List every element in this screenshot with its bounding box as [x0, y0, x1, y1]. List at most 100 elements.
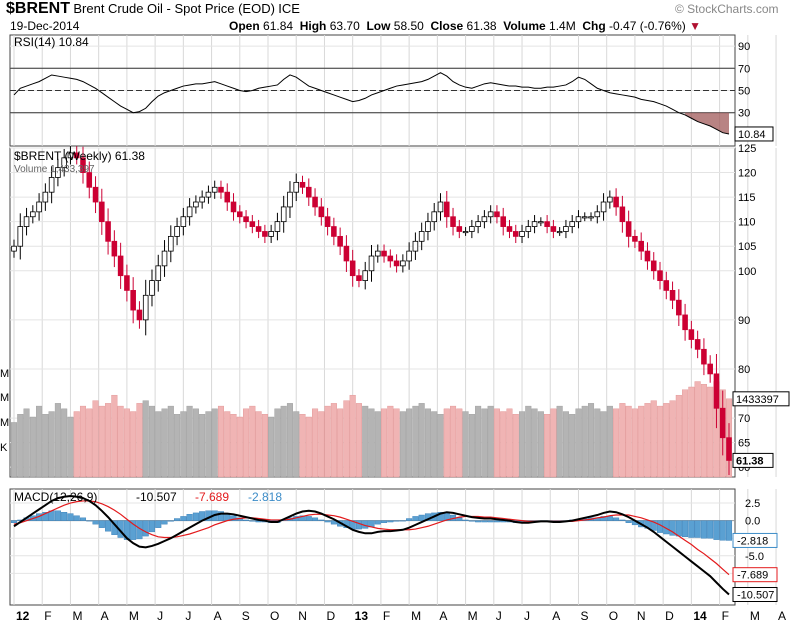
candle-body: [632, 235, 638, 242]
macd-histogram-bar: [98, 520, 105, 528]
candle-body: [193, 201, 199, 208]
candle-body: [287, 191, 293, 208]
candle-body: [30, 211, 36, 218]
candle-body: [124, 275, 130, 291]
macd-histogram-bar: [456, 517, 463, 521]
candle-body: [86, 172, 93, 188]
volume-bar: [656, 405, 664, 478]
candle-body: [274, 221, 281, 232]
macd-histogram-bar: [155, 520, 162, 528]
candle-body: [343, 245, 350, 262]
candle-body: [669, 290, 676, 301]
candle-body: [512, 231, 519, 237]
volume-bar: [155, 411, 162, 478]
macd-histogram-bar: [688, 520, 695, 538]
macd-histogram-bar: [613, 517, 620, 521]
volume-bar: [399, 411, 406, 478]
volume-bar: [148, 405, 156, 478]
volume-bar: [619, 403, 626, 478]
macd-histogram-bar: [475, 520, 482, 523]
candle-body: [99, 201, 105, 223]
macd-histogram-bar: [324, 520, 331, 523]
rsi-tick-label: 50: [738, 86, 750, 98]
macd-histogram-bar: [192, 512, 199, 521]
x-tick-label: A: [214, 609, 222, 623]
candle-body: [400, 260, 406, 267]
candle-body: [381, 250, 387, 257]
x-tick-label: S: [580, 609, 588, 623]
x-tick-label: S: [242, 609, 250, 623]
x-tick-label: 12: [16, 609, 30, 623]
candle-body: [613, 196, 619, 208]
candle-body: [650, 260, 657, 272]
volume-bar: [493, 408, 500, 478]
volume-value: 1.4M: [549, 19, 576, 33]
candle-body: [318, 206, 325, 218]
low-value: 58.50: [393, 19, 424, 33]
volume-bar: [669, 400, 676, 478]
volume-bar: [462, 411, 469, 478]
macd-histogram-bar: [619, 519, 626, 521]
candle-body: [644, 250, 651, 262]
volume-bar: [136, 403, 143, 478]
volume-bar: [224, 411, 231, 478]
candle-body: [475, 221, 481, 227]
close-value: 61.38: [466, 19, 497, 33]
macd-histogram-bar: [381, 520, 388, 523]
volume-axis-label: M: [0, 417, 9, 429]
price-tick-label: 105: [738, 241, 756, 253]
symbol-title: $BRENT Brent Crude Oil - Spot Price (EOD…: [6, 0, 300, 18]
rsi-tick-label: 70: [738, 63, 750, 75]
volume-bar: [61, 408, 68, 478]
volume-bar: [286, 403, 293, 478]
price-tick-label: 65: [738, 438, 750, 450]
candle-body: [374, 250, 381, 257]
candle-body: [368, 255, 375, 272]
high-label: High: [299, 19, 327, 33]
volume-bar: [468, 414, 475, 478]
candle-body: [142, 294, 149, 321]
volume-bar: [556, 405, 563, 478]
candle-body: [111, 240, 118, 257]
candle-body: [500, 216, 506, 227]
x-tick-label: M: [411, 609, 421, 623]
candle-body: [726, 437, 732, 461]
candle-body: [349, 260, 356, 277]
candle-body: [563, 226, 569, 232]
x-tick-label: J: [157, 609, 163, 623]
candle-body: [362, 270, 369, 281]
x-tick-label: N: [298, 609, 307, 623]
macd-histogram-bar: [707, 520, 714, 539]
candle-body: [481, 216, 488, 223]
macd-histogram-bar: [318, 519, 325, 521]
candle-body: [418, 231, 425, 242]
volume-bar: [123, 408, 130, 478]
macd-histogram-bar: [305, 516, 312, 521]
close-label: Close: [430, 19, 464, 33]
candle-body: [80, 157, 86, 173]
candle-body: [425, 221, 431, 232]
volume-bar: [312, 408, 319, 478]
volume-bar: [17, 414, 24, 478]
candle-body: [299, 181, 306, 188]
volume-bar: [174, 414, 181, 478]
x-tick-label: M: [468, 609, 478, 623]
volume-bar: [456, 408, 463, 478]
volume-bar: [337, 408, 344, 478]
volume-bar: [293, 411, 300, 478]
volume-bar: [10, 422, 18, 478]
candle-body: [130, 290, 136, 311]
macd-signal-line: [13, 500, 730, 576]
candle-body: [688, 329, 695, 340]
volume-bar: [255, 411, 262, 478]
price-tick-label: 110: [738, 217, 756, 229]
volume-bar: [368, 408, 375, 478]
volume-bar: [525, 405, 532, 478]
candle-body: [324, 216, 331, 227]
macd-histogram-bar: [713, 520, 720, 540]
x-tick-label: O: [270, 609, 279, 623]
macd-histogram-bar: [174, 518, 181, 521]
candle-body: [48, 177, 55, 193]
volume-bar: [581, 405, 588, 478]
x-tick-label: F: [383, 609, 390, 623]
